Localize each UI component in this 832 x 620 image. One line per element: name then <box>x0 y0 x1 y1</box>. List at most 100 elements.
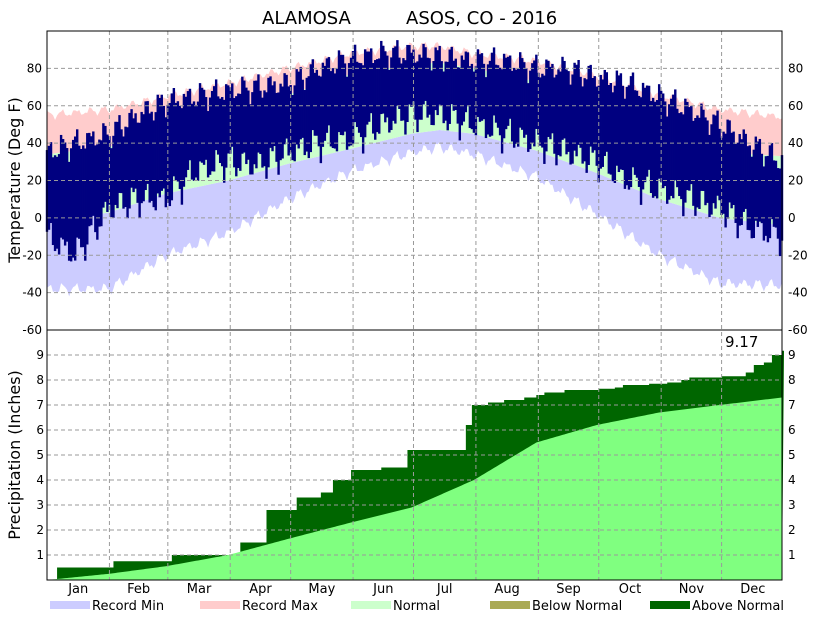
observed-temperature-bar <box>94 145 97 233</box>
observed-temperature-bar <box>587 65 590 165</box>
observed-temperature-bar <box>98 139 101 227</box>
observed-temperature-bar <box>539 77 542 146</box>
observed-temperature-bar <box>305 77 308 152</box>
observed-temperature-bar <box>734 143 737 223</box>
observed-temperature-bar <box>212 86 216 172</box>
observed-temperature-bar <box>504 57 508 130</box>
observed-temperature-bar <box>565 69 568 155</box>
temperature-tick-label-left: -20 <box>22 248 42 262</box>
observed-temperature-bar <box>490 52 494 136</box>
observed-temperature-bar <box>192 101 196 181</box>
observed-temperature-bar <box>430 70 433 125</box>
observed-temperature-bar <box>263 90 266 167</box>
observed-temperature-bar <box>386 55 389 118</box>
month-tick-label: May <box>308 582 335 597</box>
temperature-tick-label-left: 80 <box>27 61 42 75</box>
precipitation-tick-label-left: 7 <box>36 398 44 412</box>
observed-temperature-bar <box>382 45 385 114</box>
observed-temperature-bar <box>657 84 661 179</box>
observed-temperature-bar <box>345 76 349 150</box>
observed-temperature-bar <box>106 134 109 212</box>
month-tick-label: Oct <box>619 582 641 597</box>
observed-temperature-bar <box>778 168 782 257</box>
observed-temperature-bar <box>472 71 476 133</box>
observed-temperature-bar <box>456 67 459 124</box>
observed-temperature-bar <box>631 72 635 168</box>
observed-temperature-bar <box>424 47 427 101</box>
precipitation-tick-label-right: 3 <box>788 498 796 512</box>
precipitation-tick-label-left: 8 <box>36 373 44 387</box>
observed-temperature-bar <box>575 64 578 157</box>
observed-temperature-bar <box>442 71 445 124</box>
observed-temperature-bar <box>676 108 679 188</box>
observed-temperature-bar <box>170 93 174 201</box>
observed-temperature-bar <box>325 58 329 133</box>
observed-temperature-bar <box>521 58 524 130</box>
observed-temperature-bar <box>164 117 168 208</box>
observed-temperature-bar <box>357 62 361 133</box>
observed-temperature-bar <box>76 129 79 238</box>
observed-temperature-bar <box>378 58 381 134</box>
observed-temperature-bar <box>506 56 510 126</box>
observed-temperature-bar <box>108 136 111 205</box>
observed-temperature-bar <box>732 131 735 206</box>
observed-temperature-bar <box>478 54 482 122</box>
observed-temperature-bar <box>291 95 294 161</box>
observed-temperature-bar <box>750 156 753 239</box>
observed-temperature-bar <box>214 79 218 151</box>
observed-temperature-bar <box>480 53 484 121</box>
observed-temperature-bar <box>204 97 208 160</box>
observed-temperature-bar <box>231 83 234 147</box>
observed-temperature-bar <box>444 61 447 121</box>
observed-temperature-bar <box>760 153 764 224</box>
observed-temperature-bar <box>295 69 298 145</box>
observed-temperature-bar <box>555 74 558 166</box>
observed-temperature-bar <box>333 73 337 149</box>
month-tick-label: Jan <box>67 582 88 597</box>
legend-label: Record Min <box>92 599 164 614</box>
temperature-tick-label-right: 60 <box>788 99 803 113</box>
precipitation-tick-label-left: 3 <box>36 498 44 512</box>
observed-temperature-bar <box>448 49 451 124</box>
month-tick-label: Dec <box>740 582 765 597</box>
observed-temperature-bar <box>380 40 383 115</box>
observed-temperature-bar <box>768 145 772 239</box>
precipitation-tick-label-right: 6 <box>788 423 796 437</box>
observed-temperature-bar <box>293 85 296 162</box>
observed-temperature-bar <box>512 67 516 148</box>
observed-temperature-bar <box>533 60 536 147</box>
observed-temperature-bar <box>299 67 302 140</box>
observed-temperature-bar <box>772 160 776 227</box>
observed-temperature-bar <box>428 58 431 115</box>
observed-temperature-bar <box>279 83 282 161</box>
precipitation-tick-label-right: 9 <box>788 348 796 362</box>
observed-temperature-bar <box>180 108 184 205</box>
observed-temperature-bar <box>408 45 411 105</box>
observed-temperature-bar <box>257 74 260 153</box>
observed-temperature-bar <box>319 76 323 164</box>
observed-temperature-bar <box>742 129 745 212</box>
observed-temperature-bar <box>581 86 584 164</box>
observed-temperature-bar <box>655 100 659 199</box>
observed-temperature-bar <box>770 143 774 220</box>
observed-temperature-bar <box>359 63 363 138</box>
observed-temperature-bar <box>349 57 353 146</box>
observed-temperature-bar <box>670 98 673 196</box>
observed-temperature-bar <box>551 63 554 134</box>
observed-temperature-bar <box>47 145 51 230</box>
observed-temperature-bar <box>146 101 149 184</box>
observed-temperature-bar <box>138 122 141 218</box>
observed-temperature-bar <box>543 75 546 164</box>
observed-temperature-bar <box>253 80 256 165</box>
observed-temperature-bar <box>273 81 276 147</box>
observed-temperature-bar <box>301 79 304 138</box>
observed-temperature-bar <box>569 84 572 165</box>
observed-temperature-bar <box>210 91 214 172</box>
observed-temperature-bar <box>517 68 520 147</box>
observed-temperature-bar <box>416 61 419 133</box>
observed-temperature-bar <box>422 43 425 105</box>
legend: Record Min Record Max Normal Below Normal Ab… <box>50 599 784 614</box>
month-tick-label: Apr <box>249 582 272 597</box>
observed-temperature-bar <box>547 60 550 137</box>
observed-temperature-bar <box>496 65 500 128</box>
